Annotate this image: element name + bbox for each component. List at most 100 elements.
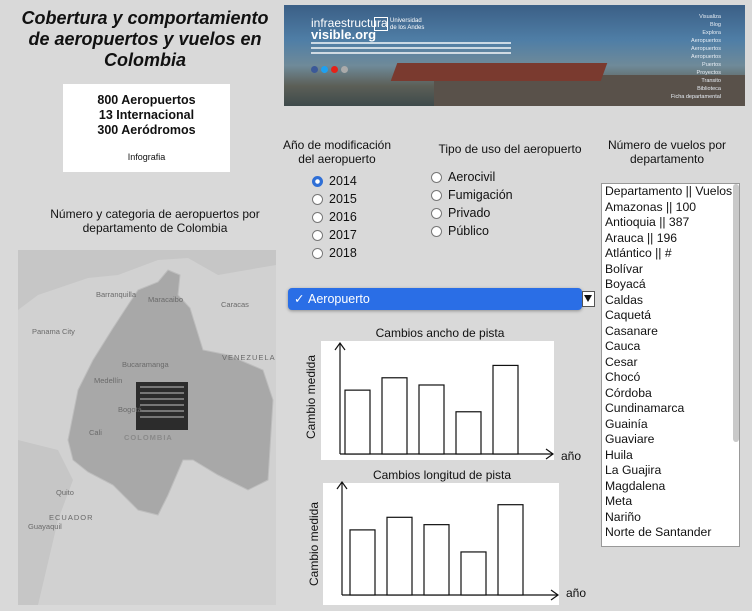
banner-menu-item[interactable]: Visualiza	[699, 14, 721, 20]
list-item[interactable]: Cesar	[605, 354, 638, 369]
listbox-scrollbar[interactable]	[733, 184, 739, 442]
chart-title-width: Cambios ancho de pista	[375, 326, 505, 340]
list-item[interactable]: Guaviare	[605, 432, 655, 446]
use-option-aerocivil[interactable]: Aerocivil	[431, 168, 513, 186]
infografia-label: Infografia	[127, 152, 166, 162]
list-item[interactable]: Amazonas || 100	[605, 199, 697, 214]
list-item[interactable]: Cauca	[605, 339, 641, 353]
map-place: Medellín	[94, 376, 123, 385]
map-legend	[136, 382, 188, 430]
map-place: Maracaibo	[148, 295, 184, 304]
banner-menu-item[interactable]: Proyectos	[696, 70, 721, 76]
radio-button[interactable]	[312, 211, 323, 223]
map-place: Caracas	[221, 300, 249, 309]
list-item[interactable]: Caquetá	[605, 308, 652, 322]
stat-aerodromes: 300 Aeródromos	[97, 123, 196, 137]
radio-button[interactable]	[312, 247, 323, 259]
stat-international: 13 Internacional	[98, 108, 195, 122]
map-place: COLOMBIA	[124, 433, 173, 442]
bar	[423, 524, 450, 596]
list-item[interactable]: Magdalena	[605, 478, 666, 493]
use-option-privado[interactable]: Privado	[431, 204, 513, 222]
radio-button[interactable]	[431, 207, 442, 219]
brand-bottom: visible.org	[311, 27, 377, 42]
list-header-item[interactable]: Departamento || Vuelos	[605, 184, 733, 198]
runway-length-chart: Cambio medida año	[307, 480, 586, 605]
category-select[interactable]: ✓ Aeropuerto	[288, 288, 582, 310]
y-axis-label: Cambio medida	[307, 502, 321, 586]
radio-button[interactable]	[312, 175, 323, 187]
list-item[interactable]: Arauca || 196	[605, 230, 678, 245]
stat-airports: 800 Aeropuertos	[97, 93, 196, 107]
facebook-icon[interactable]	[311, 66, 318, 73]
banner-menu-item[interactable]: Blog	[709, 22, 721, 28]
radio-label: 2018	[329, 246, 357, 260]
list-item[interactable]: Meta	[605, 494, 633, 508]
year-filter-label: Año de modificación del aeropuerto	[282, 138, 392, 166]
map-label: Número y categoria de aeropuertos por de…	[50, 207, 260, 235]
radio-label: Público	[448, 224, 489, 238]
x-axis-label: año	[561, 449, 581, 463]
radio-button[interactable]	[431, 189, 442, 201]
banner-menu-item[interactable]: Transito	[701, 78, 721, 84]
map-place: VENEZUELA	[222, 353, 276, 362]
year-option-2018[interactable]: 2018	[312, 244, 357, 262]
bar	[381, 377, 408, 455]
banner-menu-item[interactable]: Biblioteca	[697, 86, 721, 92]
bar	[492, 364, 519, 455]
colombia-map[interactable]: Barranquilla Maracaibo Caracas Panama Ci…	[18, 250, 276, 605]
banner-menu-item[interactable]: Aeropuertos	[691, 46, 721, 52]
header-banner-image[interactable]: infraestructura visible.org Universidad …	[284, 5, 745, 106]
youtube-icon[interactable]	[331, 66, 338, 73]
bar	[349, 529, 376, 596]
list-item[interactable]: Antioquia || 387	[605, 215, 690, 229]
list-item[interactable]: Córdoba	[605, 385, 652, 400]
radio-button[interactable]	[431, 171, 442, 183]
banner-menu-item[interactable]: Aeropuertos	[691, 54, 721, 60]
select-toggle-button[interactable]	[582, 291, 595, 307]
year-option-2015[interactable]: 2015	[312, 190, 357, 208]
list-item[interactable]: Caldas	[605, 292, 643, 307]
radio-button[interactable]	[312, 193, 323, 205]
radio-button[interactable]	[312, 229, 323, 241]
year-option-2016[interactable]: 2016	[312, 208, 357, 226]
banner-menu-item[interactable]: Ficha departamental	[670, 94, 721, 100]
year-option-2014[interactable]: 2014	[312, 172, 357, 190]
radio-label: 2015	[329, 192, 357, 206]
use-filter-label: Tipo de uso del aeropuerto	[438, 142, 582, 156]
flights-listbox[interactable]: Departamento || Vuelos Amazonas || 100 Ant…	[601, 183, 740, 547]
brand-top: infraestructura	[311, 16, 388, 30]
list-item[interactable]: Boyacá	[605, 277, 646, 291]
y-axis-arrow	[336, 480, 348, 490]
list-item[interactable]: Norte de Santander	[605, 525, 712, 539]
list-item[interactable]: Huila	[605, 447, 633, 462]
banner-menu-item[interactable]: Puertos	[702, 62, 721, 68]
list-item[interactable]: Bolívar	[605, 261, 643, 276]
radio-label: Privado	[448, 206, 491, 220]
year-option-2017[interactable]: 2017	[312, 226, 357, 244]
list-item[interactable]: Cundinamarca	[605, 401, 685, 415]
banner-menu-item[interactable]: Aeropuertos	[691, 38, 721, 44]
twitter-icon[interactable]	[321, 66, 328, 73]
list-item[interactable]: Nariño	[605, 509, 641, 524]
list-item[interactable]: Guainía	[605, 416, 648, 431]
list-item[interactable]: Chocó	[605, 370, 641, 384]
banner-menu: Visualiza Blog Explora Aeropuertos Aerop…	[671, 13, 721, 101]
bar	[455, 411, 482, 455]
list-item[interactable]: Casanare	[605, 323, 658, 338]
bar	[418, 384, 445, 455]
radio-label: Fumigación	[448, 188, 513, 202]
ship-shape	[390, 63, 608, 81]
banner-menu-item[interactable]: Explora	[702, 30, 721, 36]
bar	[344, 389, 371, 455]
use-option-publico[interactable]: Público	[431, 222, 513, 240]
email-icon[interactable]	[341, 66, 348, 73]
bar	[460, 551, 487, 596]
list-item[interactable]: Atlántico || #	[605, 246, 672, 260]
radio-button[interactable]	[431, 225, 442, 237]
year-radio-group: 2014 2015 2016 2017 2018	[312, 172, 357, 262]
use-option-fumigacion[interactable]: Fumigación	[431, 186, 513, 204]
flights-label: Número de vuelos por departamento	[607, 138, 727, 166]
x-axis-arrow	[550, 589, 560, 601]
list-item[interactable]: La Guajira	[605, 463, 662, 477]
